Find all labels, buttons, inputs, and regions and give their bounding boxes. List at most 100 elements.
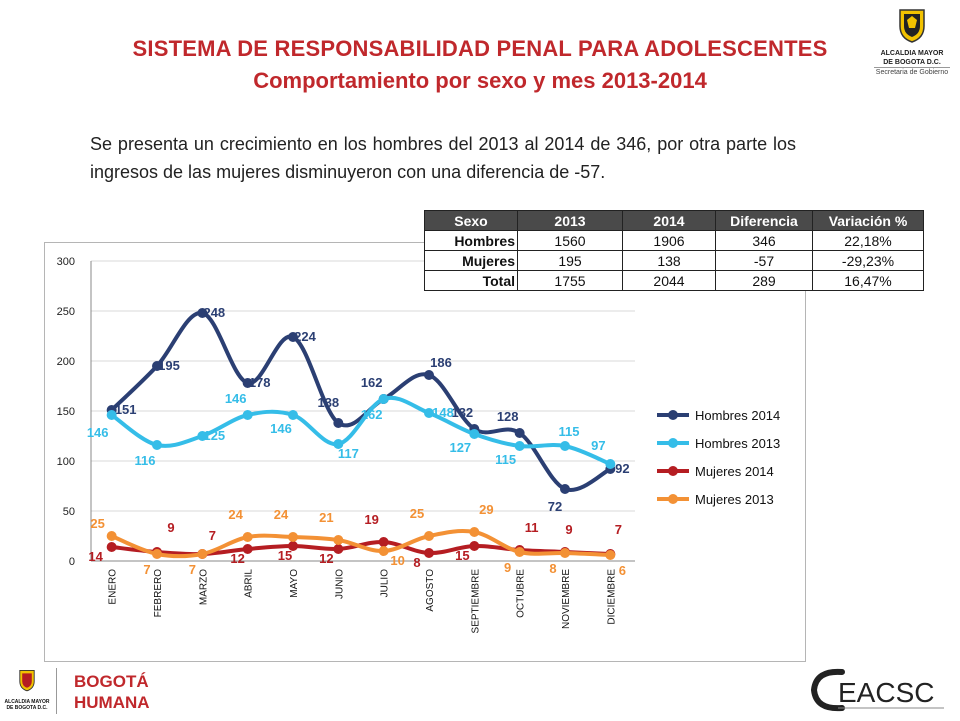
- legend-marker: [668, 494, 678, 504]
- data-label: 7: [615, 522, 622, 537]
- data-point: [469, 527, 480, 537]
- data-label: 115: [559, 424, 580, 439]
- data-point: [424, 408, 434, 418]
- legend-label: Hombres 2014: [695, 408, 780, 423]
- logo-line-2: DE BOGOTA D.C.: [883, 59, 941, 66]
- logo-divider: [56, 668, 57, 714]
- header-cell: Sexo: [424, 210, 518, 231]
- data-point: [560, 548, 570, 558]
- table-cell: -29,23%: [812, 250, 924, 271]
- data-label: 146: [270, 421, 292, 436]
- data-label: 21: [319, 510, 333, 525]
- y-tick-label: 250: [57, 306, 75, 318]
- x-tick-label: AGOSTO: [425, 569, 436, 612]
- data-label: 14: [88, 549, 103, 564]
- legend-label: Mujeres 2013: [695, 492, 774, 507]
- bogota-humana-wordmark: BOGOTÁ HUMANA: [74, 672, 150, 712]
- data-point: [242, 532, 253, 542]
- legend-marker: [668, 410, 678, 420]
- data-label: 92: [615, 461, 629, 476]
- data-point: [333, 439, 344, 449]
- data-label: 15: [455, 548, 469, 563]
- table-cell: Hombres: [424, 230, 518, 251]
- table-cell: 346: [715, 230, 813, 251]
- data-point: [333, 418, 344, 428]
- table-cell: 2044: [622, 270, 716, 291]
- data-point: [197, 549, 208, 559]
- y-tick-label: 150: [57, 406, 75, 418]
- x-tick-label: OCTUBRE: [516, 569, 527, 618]
- data-label: 151: [115, 402, 137, 417]
- legend-marker: [668, 466, 678, 476]
- data-point: [152, 361, 162, 371]
- page-title: SISTEMA DE RESPONSABILIDAD PENAL PARA AD…: [132, 36, 828, 61]
- table-cell: 289: [715, 270, 813, 291]
- data-point: [152, 549, 162, 559]
- data-label: 7: [209, 528, 216, 543]
- coat-of-arms-icon: [19, 669, 35, 692]
- data-point: [242, 410, 253, 420]
- legend-label: Hombres 2013: [695, 436, 780, 451]
- data-label: 146: [225, 391, 247, 406]
- data-point: [469, 429, 480, 439]
- logo-line-3: Secretaria de Gobierno: [874, 67, 950, 76]
- data-label: 146: [87, 425, 109, 440]
- data-point: [197, 308, 208, 318]
- data-point: [378, 537, 389, 547]
- data-point: [378, 546, 389, 556]
- x-tick-label: JULIO: [380, 569, 391, 598]
- data-label: 125: [203, 428, 225, 443]
- data-point: [242, 378, 253, 388]
- data-point: [514, 547, 525, 557]
- stats-header-row: Sexo 2013 2014 Diferencia Variación %: [424, 210, 924, 231]
- data-point: [333, 544, 344, 554]
- x-tick-label: DICIEMBRE: [606, 569, 617, 625]
- data-point: [424, 531, 434, 541]
- y-tick-label: 50: [63, 506, 75, 518]
- data-point: [560, 441, 570, 451]
- line-chart: 0 50 100 150 200 250 300 ENERO FEBRERO MARZO ABRIL…: [57, 256, 781, 634]
- data-label: 97: [591, 438, 605, 453]
- header-cell: 2013: [517, 210, 623, 231]
- data-point: [197, 431, 208, 441]
- data-label: 138: [317, 395, 339, 410]
- x-tick-label: JUNIO: [334, 569, 345, 599]
- legend-label: Mujeres 2014: [695, 464, 774, 479]
- data-point: [106, 531, 117, 541]
- ceacsc-c-mark: [810, 668, 845, 712]
- table-cell: 1560: [517, 230, 623, 251]
- page-subtitle: Comportamiento por sexo y mes 2013-2014: [253, 68, 707, 93]
- table-row: Mujeres 195 138 -57 -29,23%: [424, 250, 924, 271]
- legend-marker: [668, 438, 678, 448]
- data-label: 195: [158, 358, 180, 373]
- y-tick-label: 0: [69, 556, 75, 568]
- table-cell: 1755: [517, 270, 623, 291]
- data-label: 15: [278, 548, 292, 563]
- chart-frame: 0 50 100 150 200 250 300 ENERO FEBRERO MARZO ABRIL…: [44, 242, 806, 662]
- ceacsc-logo: EACSC: [808, 664, 948, 716]
- data-label: 6: [619, 563, 626, 578]
- data-point: [560, 484, 570, 494]
- table-cell: 138: [622, 250, 716, 271]
- y-tick-label: 200: [57, 356, 75, 368]
- x-tick-label: ENERO: [108, 569, 119, 605]
- data-label: 12: [319, 551, 333, 566]
- table-row: Total 1755 2044 289 16,47%: [424, 270, 924, 291]
- data-label: 148: [432, 405, 454, 420]
- bogota-humana-logo: BOGOTÁ HUMANA: [66, 666, 156, 716]
- x-tick-label: NOVIEMBRE: [561, 569, 572, 629]
- data-point: [106, 410, 117, 420]
- x-tick-label: SEPTIEMBRE: [470, 569, 481, 634]
- intro-paragraph: Se presenta un crecimiento en los hombre…: [90, 134, 796, 182]
- data-point: [288, 541, 298, 551]
- data-point: [242, 544, 253, 554]
- data-label: 8: [413, 555, 420, 570]
- y-tick-label: 300: [57, 256, 75, 268]
- data-label: 7: [143, 562, 150, 577]
- data-point: [378, 394, 389, 404]
- data-label: 127: [449, 440, 471, 455]
- data-point: [288, 410, 298, 420]
- data-label: 25: [410, 506, 424, 521]
- table-cell: -57: [715, 250, 813, 271]
- data-label: 9: [565, 522, 572, 537]
